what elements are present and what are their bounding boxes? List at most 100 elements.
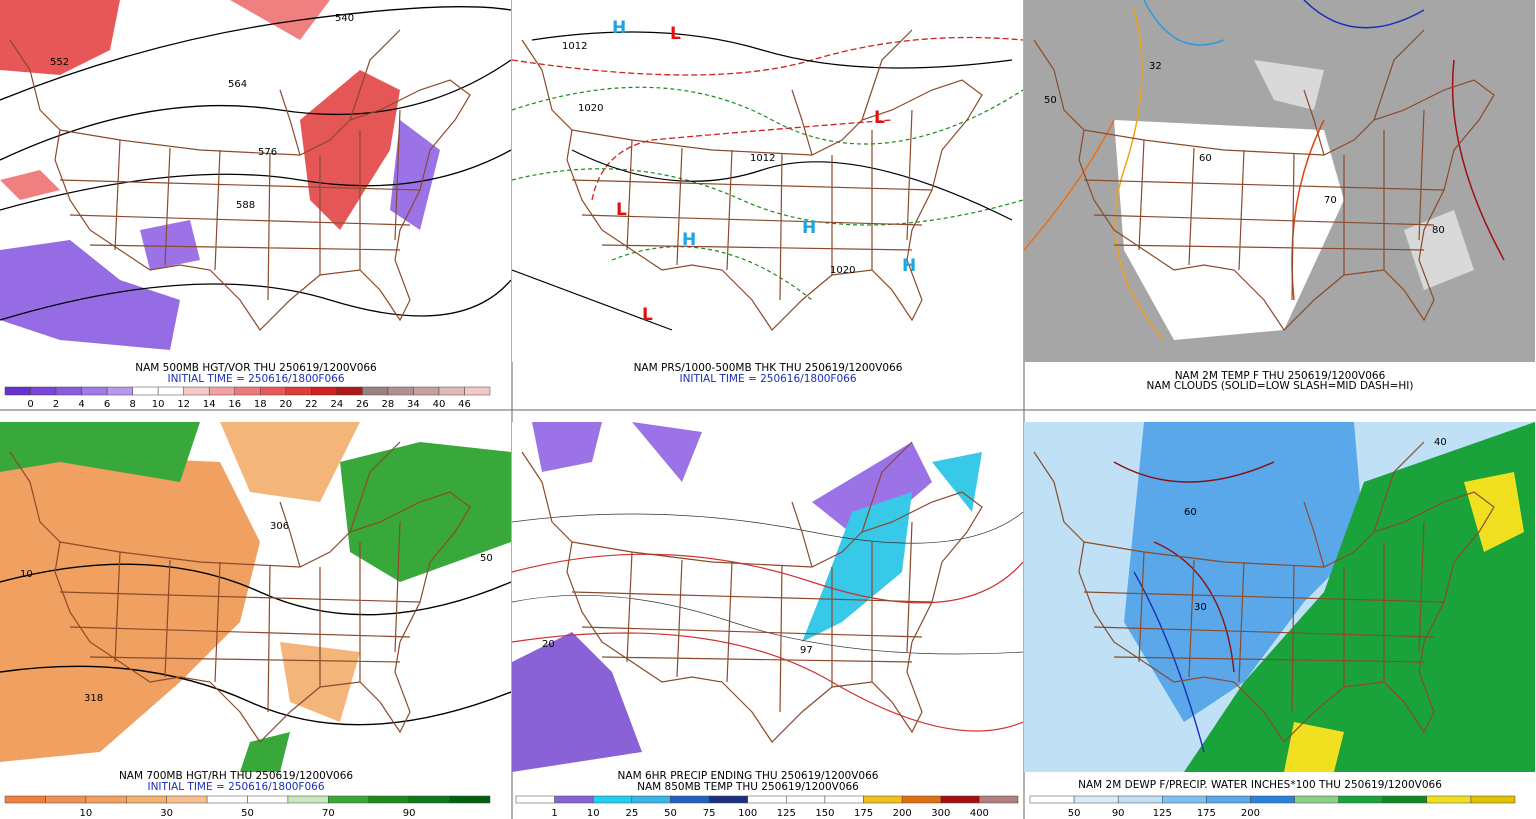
colorbar-box (464, 386, 491, 396)
panel: 20 97 NAM 6HR PRECIP ENDING THU 250619/1… (512, 422, 1023, 819)
colorbar-label: 26 (356, 399, 369, 410)
colorbar-label: 22 (305, 399, 318, 410)
colorbar-label: 300 (931, 808, 950, 819)
colorbar-label: 175 (854, 808, 873, 819)
subcaption: NAM CLOUDS (SOLID=LOW SLASH=MID DASH=HI) (1146, 380, 1413, 392)
colorbar-label: 46 (458, 399, 471, 410)
caption: NAM 2M DEWP F/PRECIP. WATER INCHES*100 T… (1078, 779, 1442, 791)
colorbar-box (824, 795, 864, 804)
low-center: L (670, 24, 681, 44)
colorbar-label: 125 (777, 808, 796, 819)
subcaption: INITIAL TIME = 250616/1800F066 (167, 373, 344, 385)
colorbar-box (311, 386, 338, 396)
colorbar-box (1338, 795, 1383, 804)
isotherm-label: 97 (800, 645, 813, 656)
colorbar-box (1206, 795, 1251, 804)
colorbar-box (4, 386, 31, 396)
colorbar-box (554, 795, 594, 804)
colorbar-label: 10 (79, 808, 92, 819)
colorbar-label: 70 (322, 808, 335, 819)
isotherm-label: 20 (542, 639, 555, 650)
subcaption: INITIAL TIME = 250616/1800F066 (147, 781, 324, 793)
panel: 50 60 70 80 32 NAM 2M TEMP F THU 250619/… (1024, 0, 1535, 392)
colorbar: 1 10 25 50 75 100 125 150 175 200 300 400 (515, 795, 1019, 819)
contour-label: 50 (480, 553, 493, 564)
isotherm-label: 70 (1324, 195, 1337, 206)
colorbar-label: 200 (893, 808, 912, 819)
colorbar-box (183, 386, 210, 396)
contour-label: 60 (1184, 507, 1197, 518)
panel: 540 552 564 576 588 NAM 500MB HGT/VOR TH… (0, 0, 511, 410)
map (0, 422, 511, 772)
colorbar-label: 10 (587, 808, 600, 819)
contour-label: 564 (228, 79, 247, 90)
colorbar-box (4, 795, 46, 804)
caption: NAM 500MB HGT/VOR THU 250619/1200V066 (135, 362, 377, 374)
colorbar-box (515, 795, 555, 804)
colorbar-box (206, 795, 248, 804)
colorbar-box (126, 795, 167, 804)
contour-label: 10 (20, 569, 33, 580)
colorbar-box (408, 795, 450, 804)
colorbar-box (1294, 795, 1339, 804)
colorbar-box (631, 795, 671, 804)
high-center: H (682, 230, 696, 250)
colorbar-box (1426, 795, 1472, 804)
colorbar-box (287, 795, 329, 804)
colorbar-box (413, 386, 440, 396)
panel: 318 306 10 50 NAM 700MB HGT/RH THU 25061… (0, 422, 511, 819)
colorbar-label: 125 (1153, 808, 1172, 819)
colorbar-box (940, 795, 980, 804)
colorbar-box (208, 386, 235, 396)
colorbar-box (1162, 795, 1207, 804)
colorbar-box (247, 795, 289, 804)
map (0, 0, 511, 362)
colorbar-box (979, 795, 1019, 804)
colorbar-box (234, 386, 261, 396)
colorbar-box (1470, 795, 1516, 804)
map (512, 422, 1023, 772)
colorbar-label: 90 (403, 808, 416, 819)
isotherm-label: 80 (1432, 225, 1445, 236)
colorbar-label: 90 (1112, 808, 1125, 819)
colorbar-box (157, 386, 184, 396)
colorbar-label: 40 (433, 399, 446, 410)
colorbar-box (901, 795, 942, 804)
colorbar-label: 50 (1068, 808, 1081, 819)
caption: NAM 700MB HGT/RH THU 250619/1200V066 (119, 770, 353, 782)
isobar-label: 1020 (830, 265, 855, 276)
colorbar-box (166, 795, 208, 804)
colorbar-box (336, 386, 363, 396)
colorbar-box (863, 795, 903, 804)
contour-label: 552 (50, 57, 69, 68)
colorbar-label: 30 (160, 808, 173, 819)
contour-label: 306 (270, 521, 289, 532)
colorbar-box (1073, 795, 1119, 804)
colorbar-label: 20 (279, 399, 292, 410)
colorbar-label: 150 (815, 808, 834, 819)
high-center: H (902, 256, 916, 276)
contour-label: 540 (335, 13, 354, 24)
isobar-label: 1012 (562, 41, 587, 52)
colorbar-box (670, 795, 710, 804)
colorbar: 10 30 50 70 90 (4, 795, 491, 819)
colorbar-label: 8 (129, 399, 135, 410)
map (512, 0, 1023, 362)
colorbar-label: 0 (27, 399, 33, 410)
colorbar-box (362, 386, 389, 396)
panel: 40 60 30 NAM 2M DEWP F/PRECIP. WATER INC… (1024, 422, 1535, 819)
isotherm-label: 32 (1149, 61, 1162, 72)
low-center: L (642, 305, 653, 325)
contour-label: 318 (84, 693, 103, 704)
colorbar-box (81, 386, 108, 396)
colorbar-box (132, 386, 159, 396)
colorbar-label: 175 (1197, 808, 1216, 819)
colorbar-label: 100 (738, 808, 757, 819)
colorbar-box (592, 795, 633, 804)
map (1024, 422, 1535, 772)
colorbar-box (1029, 795, 1075, 804)
colorbar-label: 50 (664, 808, 677, 819)
colorbar-box (260, 386, 287, 396)
colorbar-label: 6 (104, 399, 110, 410)
